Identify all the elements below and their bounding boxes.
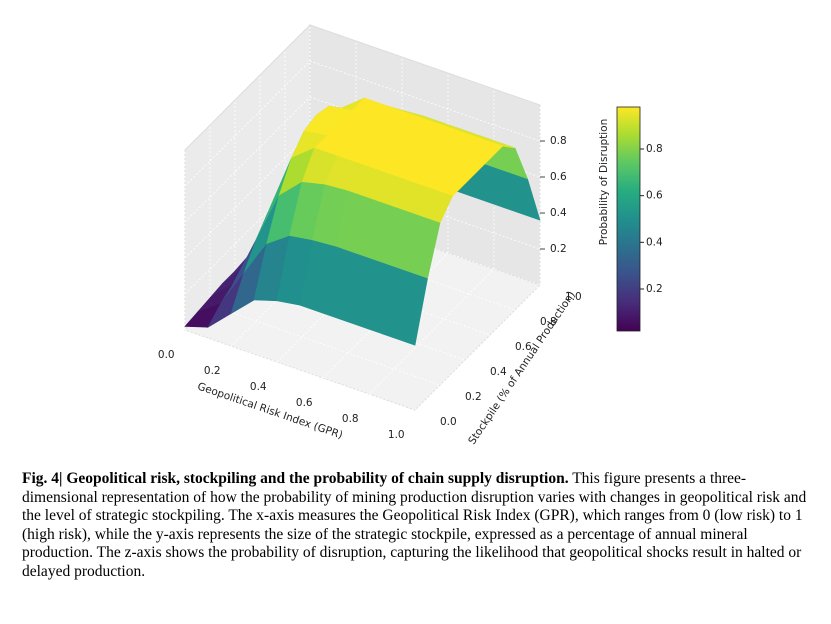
z-axis-label: Probability of Disruption bbox=[598, 119, 610, 246]
surface-patch bbox=[391, 270, 428, 346]
z-tick-label: 0.4 bbox=[550, 207, 567, 219]
grid-line bbox=[184, 96, 311, 223]
colorbar-tick-label: 0.4 bbox=[646, 236, 663, 248]
colorbar-tick-label: 0.2 bbox=[646, 283, 663, 295]
x-tick-label: 1.0 bbox=[388, 429, 405, 441]
y-tick-label: 0.8 bbox=[540, 316, 557, 328]
grid-line bbox=[368, 268, 495, 395]
chart: Geopolitical Risk Index (GPR) Stockpile … bbox=[158, 23, 663, 447]
caption: Fig. 4| Geopolitical risk, stockpiling a… bbox=[22, 470, 812, 581]
grid-line bbox=[184, 132, 311, 259]
grid-line bbox=[309, 60, 541, 142]
caption-label: Fig. 4| Geopolitical risk, stockpiling a… bbox=[22, 470, 569, 487]
y-tick-label: 0.4 bbox=[490, 366, 507, 378]
grid-line bbox=[184, 329, 416, 411]
x-tick-label: 0.2 bbox=[204, 365, 221, 377]
x-tick-label: 0.6 bbox=[296, 397, 313, 409]
z-tick-label: 0.6 bbox=[550, 171, 567, 183]
grid-line bbox=[184, 168, 311, 295]
colorbar bbox=[616, 106, 641, 332]
grid-line bbox=[209, 304, 441, 386]
caption-text: This figure presents a three-dimensional… bbox=[22, 470, 807, 580]
y-tick-label: 0.6 bbox=[515, 341, 532, 353]
x-tick-label: 0.0 bbox=[158, 349, 175, 361]
y-tick-label: 1.0 bbox=[565, 291, 582, 303]
z-tick-label: 0.8 bbox=[550, 135, 567, 147]
y-tick-label: 0.0 bbox=[440, 416, 457, 428]
x-axis-label: Geopolitical Risk Index (GPR) bbox=[196, 380, 344, 441]
grid-line bbox=[414, 284, 541, 411]
z-tick-label: 0.2 bbox=[550, 243, 567, 255]
x-tick-label: 0.8 bbox=[342, 413, 359, 425]
colorbar-tick-label: 0.8 bbox=[646, 143, 663, 155]
y-tick-label: 0.2 bbox=[465, 391, 482, 403]
x-tick-label: 0.4 bbox=[250, 381, 267, 393]
colorbar-tick-label: 0.6 bbox=[646, 190, 663, 202]
grid-line bbox=[184, 60, 311, 187]
